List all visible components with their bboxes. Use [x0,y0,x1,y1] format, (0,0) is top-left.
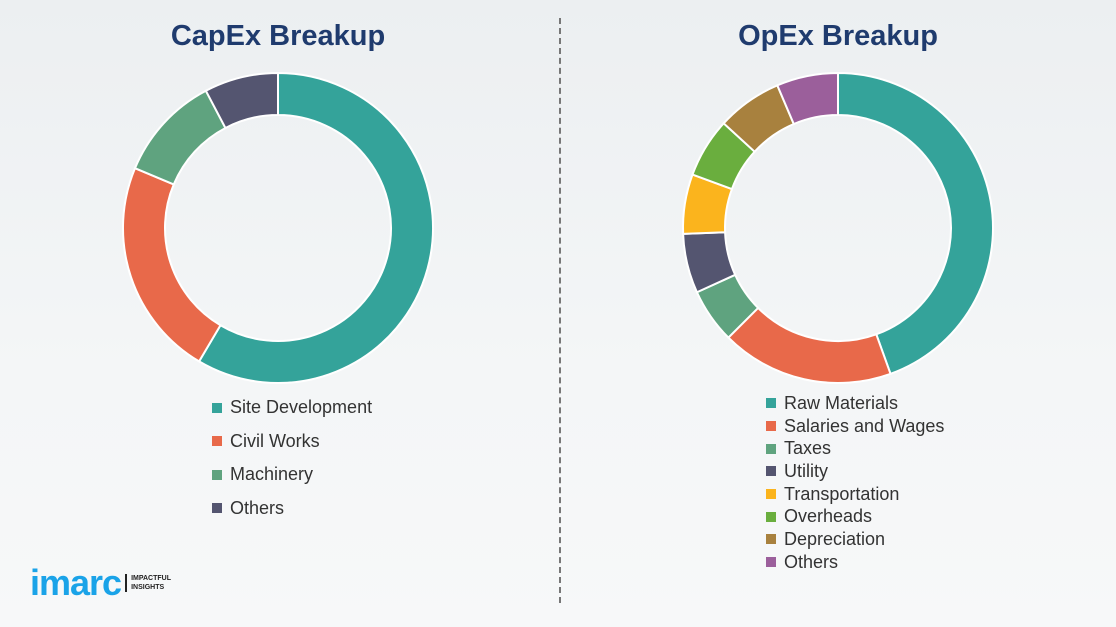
slice-others [204,71,279,130]
legend-label: Salaries and Wages [784,415,945,436]
legend-swatch [766,421,776,432]
legend-swatch [766,511,776,522]
logo-tagline-line-2: INSIGHTS [131,584,165,591]
legend-label: Others [230,497,285,518]
legend-item: Raw Materials [766,392,944,415]
legend-label: Civil Works [230,430,320,451]
logo-tagline-line-1: IMPACTFUL [131,575,171,582]
legend-swatch [766,534,776,545]
legend-label: Machinery [230,464,314,485]
legend-swatch [212,503,222,514]
slice-site-development [197,71,434,384]
legend-label: Utility [784,460,828,481]
legend-item: Utility [766,460,944,483]
logo-tagline: IMPACTFUL INSIGHTS [125,574,191,592]
legend-item: Transportation [766,483,944,506]
legend-swatch [212,402,222,413]
opex-legend: Raw Materials Salaries and Wages Taxes Util… [766,392,944,574]
legend-label: Transportation [784,483,900,504]
capex-legend: Site Development Civil Works Machinery Othe… [212,391,372,525]
legend-item: Machinery [212,458,372,492]
legend-label: Overheads [784,506,873,527]
capex-title: CapEx Breakup [170,20,386,52]
legend-swatch [766,489,776,500]
legend-item: Others [212,492,372,526]
legend-label: Taxes [784,438,832,459]
slice-others [776,71,839,126]
divider [559,18,561,603]
legend-item: Overheads [766,505,944,528]
imarc-logo: imarc IMPACTFUL INSIGHTS [30,562,191,604]
legend-item: Salaries and Wages [766,415,944,438]
logo-word: imarc [30,562,122,603]
slice-salaries-and-wages [726,306,892,384]
legend-swatch [212,469,222,480]
legend-swatch [766,466,776,477]
legend-item: Others [766,551,944,574]
legend-swatch [766,557,776,568]
legend-label: Others [784,551,839,572]
legend-swatch [212,436,222,447]
opex-title: OpEx Breakup [738,20,938,52]
legend-label: Depreciation [784,528,886,549]
slice-civil-works [122,166,222,363]
legend-swatch [766,398,776,409]
slice-raw-materials [837,71,994,376]
slice-machinery [133,89,227,186]
legend-item: Depreciation [766,528,944,551]
legend-item: Civil Works [212,425,372,459]
legend-item: Site Development [212,391,372,425]
legend-item: Taxes [766,437,944,460]
legend-swatch [766,443,776,454]
legend-label: Site Development [230,397,373,418]
legend-label: Raw Materials [784,392,899,413]
